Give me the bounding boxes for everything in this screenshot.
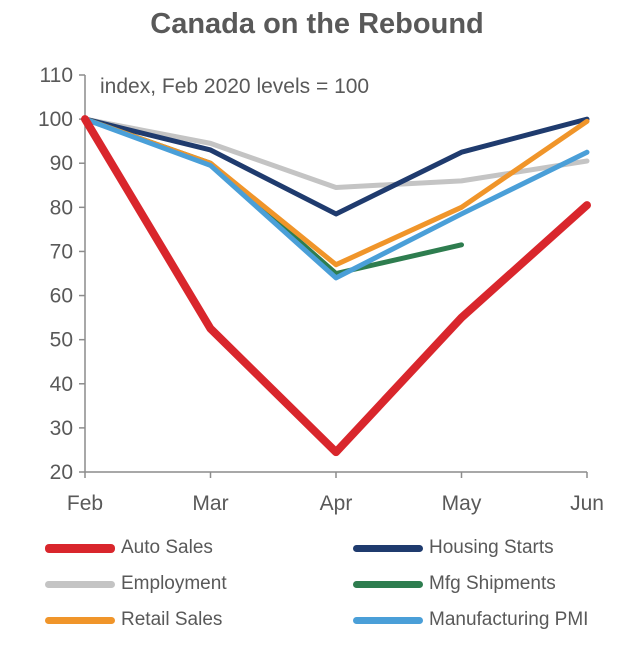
y-tick-label: 40 (50, 373, 73, 396)
legend-swatch (45, 543, 115, 553)
y-tick-label: 100 (38, 108, 73, 131)
x-tick-label: Jun (570, 492, 604, 515)
legend-label: Housing Starts (429, 537, 554, 558)
legend-swatch (45, 580, 115, 588)
y-tick-label: 30 (50, 417, 73, 440)
line-chart: 20 30 40 50 60 70 80 90 100 110 Feb Mar Apr May Jun i… (38, 64, 604, 515)
y-tick-label: 90 (50, 152, 73, 175)
legend-swatch (353, 544, 423, 552)
legend-item-housing-starts: Housing Starts (353, 533, 554, 563)
legend-swatch (353, 580, 423, 588)
y-tick-label: 50 (50, 329, 73, 352)
x-tick-label: May (442, 492, 482, 515)
y-tick-label: 60 (50, 285, 73, 308)
y-axis-ticks: 20 30 40 50 60 70 80 90 100 110 (38, 64, 85, 484)
y-tick-label: 110 (40, 64, 73, 87)
legend-label: Manufacturing PMI (429, 609, 589, 630)
series-line-auto-sales (81, 115, 591, 457)
x-tick-label: Mar (192, 492, 228, 515)
series-line-manufacturing-pmi (82, 116, 590, 281)
x-tick-label: Feb (67, 492, 103, 515)
x-tick-label: Apr (320, 492, 353, 515)
x-axis-ticks: Feb Mar Apr May Jun (67, 472, 604, 515)
legend: Auto Sales Housing Starts Employment Mfg Sh… (0, 528, 634, 640)
legend-label: Mfg Shipments (429, 573, 556, 594)
y-tick-label: 70 (50, 240, 73, 263)
series-lines (81, 115, 591, 457)
chart-annotation: index, Feb 2020 levels = 100 (100, 75, 369, 98)
legend-item-employment: Employment (45, 569, 227, 599)
legend-label: Retail Sales (121, 609, 223, 630)
y-tick-label: 80 (50, 196, 73, 219)
legend-item-auto-sales: Auto Sales (45, 533, 213, 563)
series-line-housing-starts (82, 116, 590, 217)
legend-label: Employment (121, 573, 227, 594)
y-tick-label: 20 (50, 461, 73, 484)
legend-item-mfg-shipments: Mfg Shipments (353, 569, 556, 599)
chart-title: Canada on the Rebound (150, 8, 484, 40)
legend-swatch (353, 616, 423, 624)
legend-item-manufacturing-pmi: Manufacturing PMI (353, 605, 588, 635)
series-line-employment (82, 116, 590, 190)
legend-swatch (45, 616, 115, 624)
legend-label: Auto Sales (121, 537, 213, 558)
legend-item-retail-sales: Retail Sales (45, 605, 222, 635)
